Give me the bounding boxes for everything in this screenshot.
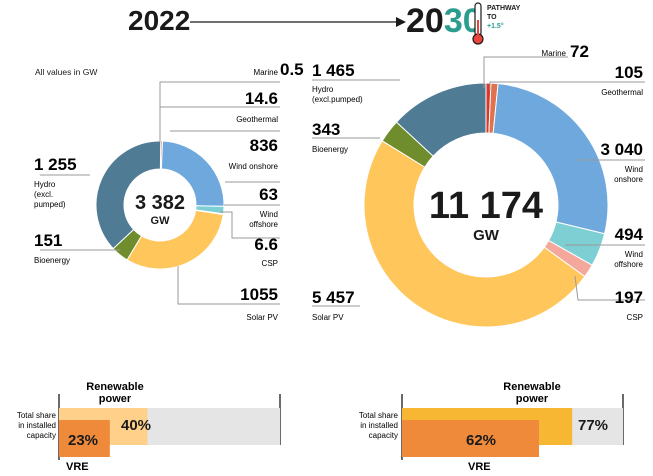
label-2030-hydro-2: (excl.pumped) bbox=[312, 95, 363, 104]
vre-2022-label: VRE bbox=[66, 461, 89, 473]
leader-lines-2022 bbox=[40, 81, 280, 305]
donut-2022-unit: GW bbox=[151, 215, 171, 227]
units-note: All values in GW bbox=[35, 67, 97, 77]
label-2022-hydro-3: pumped) bbox=[34, 200, 66, 209]
year-2030-title: 2030 bbox=[406, 2, 482, 40]
label-2022-wind-onshore: Wind onshore bbox=[229, 162, 279, 171]
donut-2022-total: 3 382 bbox=[135, 192, 185, 214]
donut-2030 bbox=[363, 82, 609, 328]
leader-lines-2030 bbox=[312, 56, 645, 307]
year-2022-title: 2022 bbox=[128, 5, 190, 36]
value-2022-solar-pv: 1055 bbox=[240, 285, 278, 304]
donut-2030-slice-wind-onshore bbox=[492, 83, 609, 235]
donut-2022 bbox=[95, 140, 225, 270]
label-2030-hydro-1: Hydro bbox=[312, 85, 334, 94]
vre-2030-label: VRE bbox=[468, 461, 491, 473]
donut-2030-total: 11 174 bbox=[429, 185, 543, 227]
value-2030-wind-offshore: 494 bbox=[615, 225, 644, 244]
renewable-2030-line1: Renewable bbox=[503, 381, 560, 393]
label-2022-geothermal: Geothermal bbox=[236, 115, 278, 124]
vre-2022-value: 23% bbox=[68, 432, 98, 449]
value-2022-wind-offshore: 63 bbox=[259, 185, 278, 204]
label-2030-geothermal: Geothermal bbox=[601, 88, 643, 97]
label-2030-wind-onshore-2: onshore bbox=[614, 175, 643, 184]
pathway-line1: PATHWAY bbox=[487, 5, 521, 12]
share-2022-label-3: capacity bbox=[27, 431, 56, 440]
value-2022-csp: 6.6 bbox=[254, 235, 278, 254]
pathway-line2: TO bbox=[487, 14, 497, 21]
value-2030-marine: 72 bbox=[570, 42, 589, 61]
share-2030-vre-bar bbox=[402, 420, 540, 457]
renewable-2022-line1: Renewable bbox=[86, 381, 143, 393]
label-2030-csp: CSP bbox=[627, 313, 643, 322]
value-2022-wind-onshore: 836 bbox=[250, 136, 278, 155]
thermometer-icon bbox=[472, 2, 484, 45]
label-2030-wind-offshore-2: offshore bbox=[614, 260, 643, 269]
label-2030-bioenergy: Bioenergy bbox=[312, 145, 348, 154]
donut-2030-slice-solar-pv bbox=[363, 140, 586, 328]
share-2030-label-2: in installed bbox=[360, 421, 398, 430]
vre-2030-value: 62% bbox=[466, 432, 496, 449]
value-2030-bioenergy: 343 bbox=[312, 120, 340, 139]
label-2022-bioenergy: Bioenergy bbox=[34, 256, 70, 265]
share-2030-label-1: Total share bbox=[359, 411, 399, 420]
label-2030-marine: Marine bbox=[542, 49, 567, 58]
renewable-2030-value: 77% bbox=[578, 417, 608, 434]
share-2022-label-1: Total share bbox=[17, 411, 57, 420]
donut-2022-slice-hydro-excl-pumped bbox=[95, 140, 162, 250]
share-bars-2030 bbox=[402, 408, 623, 457]
label-2022-hydro-2: (excl. bbox=[34, 190, 53, 199]
value-2030-solar-pv: 5 457 bbox=[312, 288, 355, 307]
donut-2022-slice-solar-pv bbox=[126, 209, 224, 270]
share-2030-label-3: capacity bbox=[369, 431, 398, 440]
renewable-2022-line2: power bbox=[99, 393, 132, 405]
value-2022-hydro: 1 255 bbox=[34, 155, 77, 174]
renewable-2030-line2: power bbox=[516, 393, 549, 405]
share-bars-2022 bbox=[59, 408, 280, 457]
label-2022-wind-offshore-1: Wind bbox=[260, 210, 278, 219]
renewable-2022-value: 40% bbox=[121, 417, 151, 434]
value-2022-bioenergy: 151 bbox=[34, 231, 62, 250]
value-2030-wind-onshore: 3 040 bbox=[600, 140, 643, 159]
label-2022-hydro-1: Hydro bbox=[34, 180, 56, 189]
arrow-icon bbox=[396, 17, 406, 27]
value-2022-geothermal: 14.6 bbox=[245, 89, 278, 108]
value-2022-marine: 0.5 bbox=[280, 60, 304, 79]
pathway-line3: +1.5° bbox=[487, 22, 504, 30]
year-2030-prefix: 20 bbox=[406, 2, 444, 40]
label-2022-solar-pv: Solar PV bbox=[246, 313, 278, 322]
value-2030-hydro: 1 465 bbox=[312, 61, 355, 80]
label-2022-csp: CSP bbox=[262, 259, 278, 268]
donut-2030-unit: GW bbox=[473, 227, 500, 244]
share-2022-label-2: in installed bbox=[18, 421, 56, 430]
share-2022-vre-bar bbox=[59, 420, 110, 457]
label-2030-wind-onshore-1: Wind bbox=[625, 165, 643, 174]
label-2030-solar-pv: Solar PV bbox=[312, 313, 344, 322]
label-2022-wind-offshore-2: offshore bbox=[249, 220, 278, 229]
value-2030-geothermal: 105 bbox=[615, 63, 643, 82]
value-2030-csp: 197 bbox=[615, 288, 643, 307]
donut-2030-slice-hydro-excl-pumped bbox=[395, 82, 487, 157]
label-2022-marine: Marine bbox=[254, 68, 279, 77]
label-2030-wind-offshore-1: Wind bbox=[625, 250, 643, 259]
